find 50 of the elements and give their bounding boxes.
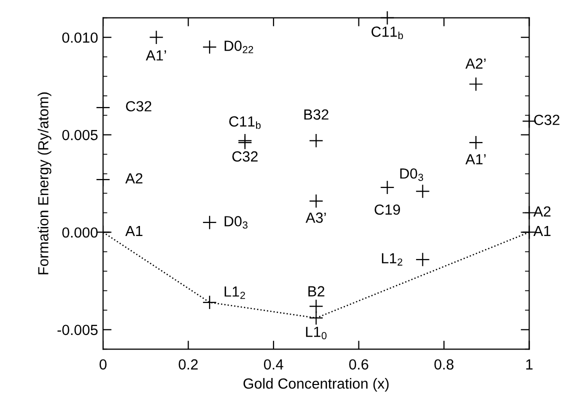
annotation: A1 [533,226,550,236]
x-tick-label: 0.8 [434,359,454,370]
annotation: C32 [126,101,152,112]
annotation: A1’ [146,50,166,60]
point [416,184,430,198]
x-tick-label: 0.4 [264,359,284,370]
annotation: L1$_{2}$ [224,286,246,299]
point [308,194,324,208]
annotation: L1$_{0}$ [306,326,327,340]
annotation: B32 [304,109,328,120]
point [202,295,217,310]
annotation: C32 [232,151,258,162]
annotation: D0$_{3}$ [224,216,248,229]
annotation: A2 [125,173,142,184]
annotation: C11$_{b}$ [372,26,403,40]
y-axis-title: Formation Energy (Ry/atom) [38,92,52,274]
point [96,100,110,115]
y-tick-label: 0.005 [62,130,98,140]
y-tick-label: 0.010 [62,32,98,43]
annotation: B2 [308,286,324,296]
point [96,172,110,187]
point [468,76,484,92]
x-tick-label: 0.2 [178,359,198,370]
x-tick-label: 1 [526,359,533,370]
annotation: D0$_{3}$ [400,168,424,181]
y-tick-label: 0.000 [62,227,98,238]
annotation: A1’ [465,154,486,164]
x-tick-label: 0 [100,359,107,370]
point [149,30,164,44]
x-axis-title: Gold Concentration (x) [244,378,389,392]
point [380,10,394,26]
annotation: C19 [374,204,400,215]
point [308,310,324,326]
annotation: A1 [125,226,142,236]
point [202,215,217,230]
y-tick-label: -0.005 [58,324,98,336]
annotation: C11$_{b}$ [229,116,261,129]
point [308,299,324,314]
annotation: A2 [533,206,550,217]
point [416,252,430,267]
point [380,180,394,195]
annotation: L1$_{2}$ [382,253,402,266]
annotation: C32 [534,114,560,126]
annotation: A2’ [465,58,486,69]
annotation: A3’ [306,212,326,223]
point [202,40,217,54]
point [308,133,324,148]
annotation: D0$_{22}$ [224,40,254,54]
x-tick-label: 0.6 [349,359,368,370]
point [468,135,484,150]
